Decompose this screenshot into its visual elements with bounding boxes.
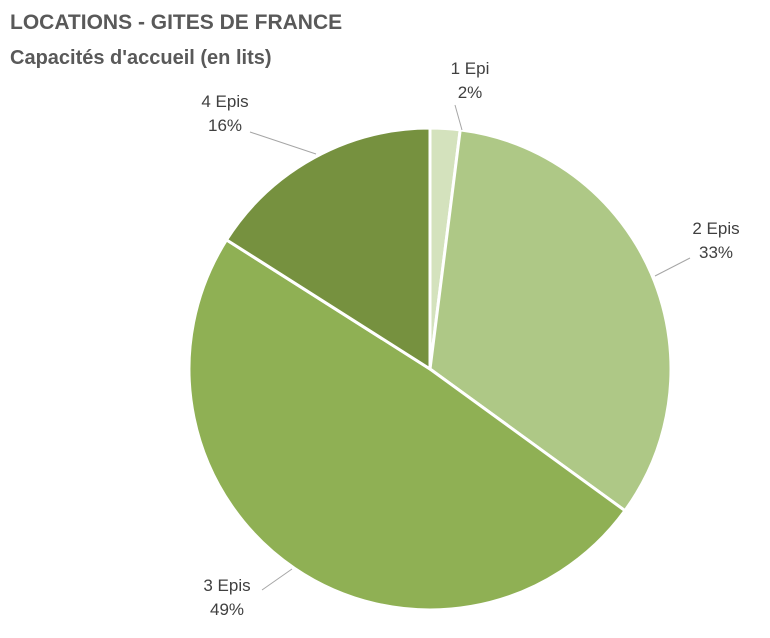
slice-value-label: 33% [699, 243, 733, 262]
pie-slice-4-epis [225, 126, 432, 371]
slice-category-label: 3 Epis [203, 576, 250, 595]
slice-value-label: 2% [458, 83, 483, 102]
slice-category-label: 4 Epis [201, 92, 248, 111]
leader-line-2 [654, 257, 691, 277]
slice-category-label: 2 Epis [692, 219, 739, 238]
leader-line-1 [454, 104, 463, 131]
chart-title: LOCATIONS - GITES DE FRANCE [10, 11, 343, 34]
pie-slice-3-epis [187, 238, 627, 612]
pie-slice-2-epis [428, 128, 673, 513]
slice-value-label: 16% [208, 116, 242, 135]
leader-line-4 [249, 131, 317, 155]
slice-value-label: 49% [210, 600, 244, 619]
slice-category-label: 1 Epi [451, 59, 490, 78]
leader-line-3 [261, 568, 293, 591]
chart-subtitle: Capacités d'accueil (en lits) [10, 47, 272, 69]
